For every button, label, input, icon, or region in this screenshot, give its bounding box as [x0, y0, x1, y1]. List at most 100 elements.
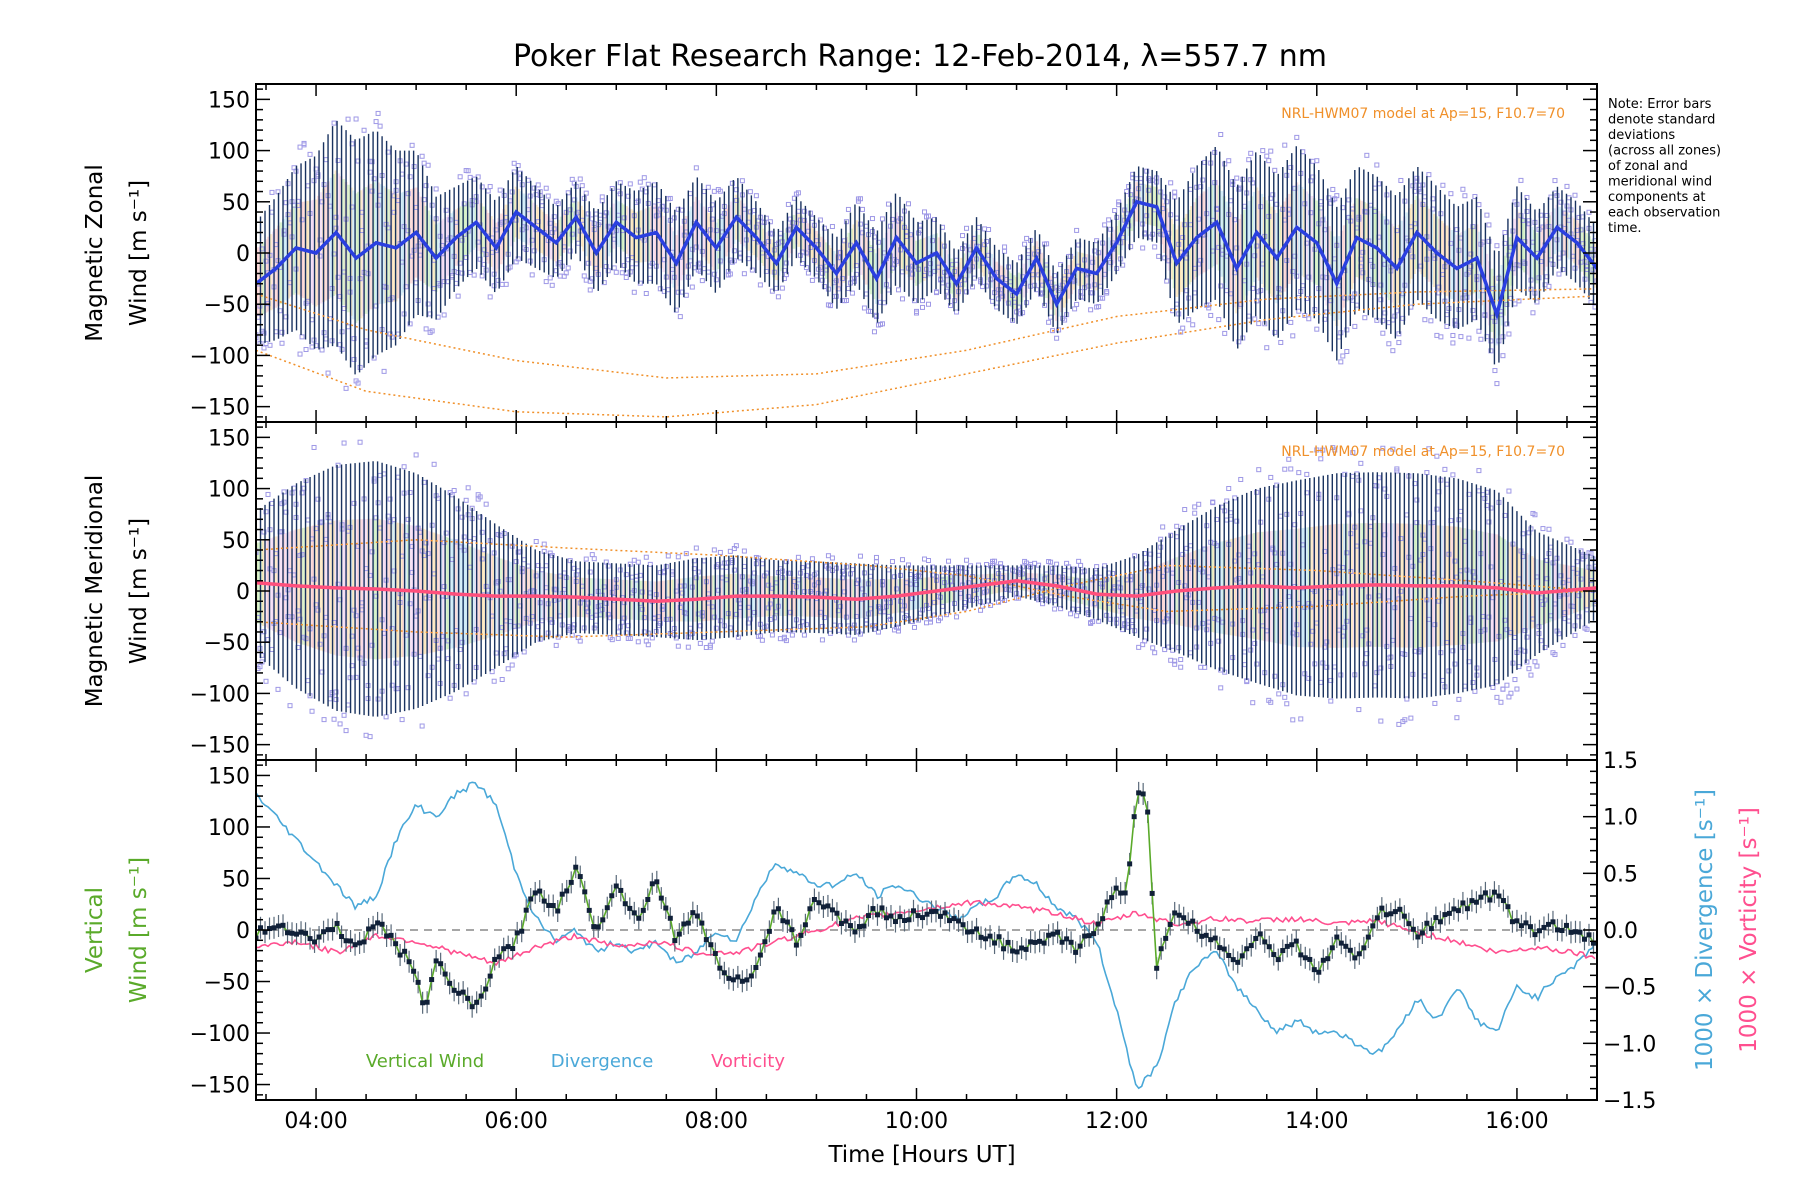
scatter-point [409, 142, 415, 148]
scatter-point [1432, 622, 1438, 628]
scatter-point [779, 285, 785, 291]
scatter-point [407, 489, 413, 495]
scatter-point [837, 255, 843, 261]
vertical-wind-point [357, 940, 363, 946]
scatter-point [1564, 536, 1570, 542]
scatter-point [1594, 246, 1597, 252]
scatter-point [1386, 341, 1392, 347]
scatter-point [1112, 208, 1118, 214]
scatter-point [531, 589, 537, 595]
divergence-line [256, 781, 1596, 1090]
scatter-point [299, 552, 305, 558]
scatter-point [1344, 327, 1350, 333]
scatter-point [371, 355, 377, 361]
scatter-point [1512, 301, 1518, 307]
scatter-point [665, 553, 671, 559]
scatter-point [583, 277, 589, 283]
scatter-point [491, 678, 497, 684]
scatter-point [621, 615, 627, 621]
scatter-point [341, 712, 347, 718]
scatter-point [1540, 526, 1546, 532]
scatter-point [375, 110, 381, 116]
vertical-wind-point [258, 925, 264, 931]
scatter-point [497, 588, 503, 594]
scatter-point [1152, 244, 1158, 250]
vertical-wind-point [420, 1000, 426, 1006]
scatter-point [477, 514, 483, 520]
scatter-point [757, 282, 763, 288]
scatter-point [1470, 307, 1476, 313]
scatter-point [343, 385, 349, 391]
scatter-point [353, 613, 359, 619]
scatter-point [1144, 213, 1150, 219]
scatter-point [459, 237, 465, 243]
vertical-wind-point [415, 979, 421, 985]
vertical-wind-point [276, 923, 282, 929]
scatter-point [1180, 234, 1186, 240]
scatter-point [1552, 178, 1558, 184]
scatter-point [1144, 168, 1150, 174]
scatter-point [1560, 267, 1566, 273]
scatter-point [1202, 664, 1208, 670]
scatter-point [423, 183, 429, 189]
scatter-point [964, 225, 970, 231]
scatter-point [1576, 614, 1582, 620]
scatter-point [533, 538, 539, 544]
scatter-point [543, 185, 549, 191]
scatter-point [1164, 567, 1170, 573]
scatter-point [471, 679, 477, 685]
scatter-point [1146, 586, 1152, 592]
scatter-point [1552, 652, 1558, 658]
scatter-point [1186, 317, 1192, 323]
scatter-point [441, 540, 447, 546]
scatter-point [483, 501, 489, 507]
scatter-point [657, 286, 663, 292]
scatter-point [1572, 192, 1578, 198]
scatter-point [849, 290, 855, 296]
scatter-point [1500, 686, 1506, 692]
scatter-point [1470, 224, 1476, 230]
scatter-point [1484, 212, 1490, 218]
scatter-point [463, 691, 469, 697]
scatter-point [1038, 593, 1044, 599]
scatter-point [1378, 718, 1384, 724]
scatter-point [1524, 194, 1530, 200]
scatter-point [801, 589, 807, 595]
scatter-point [1558, 573, 1564, 579]
scatter-point [1002, 248, 1008, 254]
scatter-point [964, 557, 970, 563]
scatter-point [477, 256, 483, 262]
scatter-point [309, 344, 315, 350]
scatter-point [367, 734, 373, 740]
scatter-point [1218, 283, 1224, 289]
scatter-point [419, 723, 425, 729]
scatter-point [1414, 497, 1420, 503]
scatter-point [1324, 639, 1330, 645]
scatter-point [1290, 268, 1296, 274]
scatter-point [1108, 616, 1114, 622]
scatter-point [946, 282, 952, 288]
scatter-point [549, 553, 555, 559]
scatter-point [729, 180, 735, 186]
scatter-point [809, 556, 815, 562]
vertical-wind-point [510, 946, 516, 952]
scatter-point [1102, 222, 1108, 228]
scatter-point [984, 283, 990, 289]
scatter-point [1402, 717, 1408, 723]
model-curve [256, 295, 1593, 418]
scatter-point [461, 534, 467, 540]
scatter-point [1090, 619, 1096, 625]
scatter-point [799, 261, 805, 267]
scatter-point [960, 233, 966, 239]
scatter-point [717, 188, 723, 194]
scatter-point [659, 606, 665, 612]
scatter-point [911, 624, 917, 630]
scatter-point [301, 140, 307, 146]
scatter-point [1208, 312, 1214, 318]
scatter-point [357, 439, 363, 445]
scatter-point [1174, 523, 1180, 529]
scatter-point [1522, 628, 1528, 634]
scatter-point [451, 488, 457, 494]
scatter-point [535, 182, 541, 188]
scatter-point [299, 490, 305, 496]
